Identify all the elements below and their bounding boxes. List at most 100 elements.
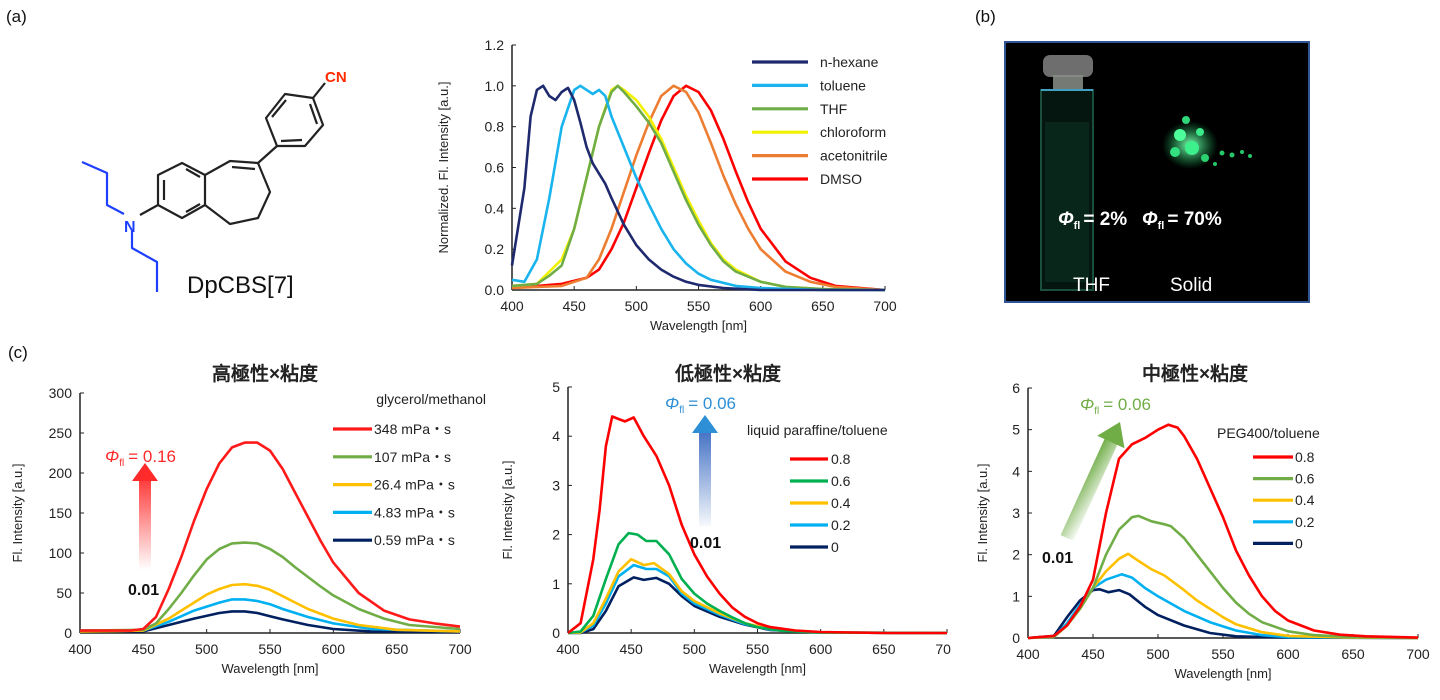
series-line-0-6 [567, 531, 948, 635]
y-tick-label: 6 [1012, 380, 1020, 396]
x-tick-label: 700 [873, 298, 897, 314]
x-tick-label: 550 [746, 641, 770, 657]
y-tick-label: 0.2 [485, 241, 505, 257]
y-axis-label: Fl. Intensity [a.u.] [500, 461, 515, 560]
y-tick-label: 1 [1012, 588, 1020, 604]
thf-label: THF [1073, 275, 1110, 296]
x-tick-label: 450 [132, 641, 156, 657]
series-line-0-59-mpa-s [79, 610, 461, 634]
y-tick-label: 0 [552, 625, 560, 641]
legend-label: 0.4 [831, 495, 851, 511]
series-line-acetonitrile [511, 84, 886, 292]
chart-c3: 400 450 500 550 600 650 700 0 1 2 3 4 5 6 Wavelength [… [975, 362, 1430, 681]
increase-arrow [1060, 421, 1125, 541]
series-line-0 [568, 576, 948, 635]
increase-arrow [692, 415, 718, 526]
x-tick-label: 400 [68, 641, 92, 657]
series-line-348-mpa-s [80, 441, 461, 632]
series-line-0-2 [1027, 573, 1419, 640]
x-tick-label: 650 [385, 641, 409, 657]
legend-label: 0.6 [1295, 471, 1315, 487]
y-tick-label: 0 [64, 625, 72, 641]
y-tick-label: 4 [552, 428, 560, 444]
y-tick-label: 150 [49, 505, 73, 521]
y-axis-label: Normalized. Fl. Intensity [a.u.] [436, 82, 451, 254]
x-tick-label: 500 [625, 298, 649, 314]
legend-label: 107 mPa・s [374, 449, 451, 465]
y-tick-label: 5 [552, 379, 560, 395]
legend-label: acetonitrile [820, 148, 888, 164]
y-tick-label: 0 [1012, 630, 1020, 646]
chart-title: 低極性×粘度 [674, 362, 782, 385]
legend-label: toluene [820, 77, 866, 93]
x-tick-label: 550 [1211, 646, 1235, 662]
x-tick-label: 450 [1081, 646, 1105, 662]
y-tick-label: 300 [49, 385, 73, 401]
y-tick-label: 5 [1012, 422, 1020, 438]
series-line-26-4-mpa-s [79, 582, 461, 633]
legend-label: 0.8 [831, 451, 851, 467]
legend-label: 26.4 mPa・s [374, 477, 455, 493]
series-line-0-8 [567, 415, 947, 635]
chart-title: 中極性×粘度 [1142, 362, 1249, 385]
nitrogen-atom-label: N [124, 219, 136, 236]
x-tick-label: 550 [258, 641, 282, 657]
fluorescence-photo: Φfl = 2% Φfl = 70% THF Solid [1004, 41, 1310, 303]
x-tick-label: 400 [500, 298, 524, 314]
x-tick-label: 500 [1146, 646, 1170, 662]
y-tick-label: 3 [1012, 505, 1020, 521]
x-tick-label: 650 [1341, 646, 1365, 662]
series-line-toluene [511, 84, 885, 292]
y-tick-label: 1.2 [485, 37, 505, 53]
series-line-n-hexane [510, 84, 885, 292]
y-tick-label: 100 [49, 545, 73, 561]
legend: n-hexane toluene THF chloroform acetonitrile… [752, 54, 888, 187]
x-axis-label: Wavelength [nm] [221, 661, 318, 676]
x-tick-label: 600 [1276, 646, 1300, 662]
x-tick-label: 600 [749, 298, 773, 314]
legend-title: glycerol/methanol [376, 391, 486, 407]
series-group [567, 415, 948, 635]
dipropylamino-group [81, 160, 159, 292]
panel-label-b: (b) [975, 7, 996, 26]
y-tick-label: 0.6 [485, 160, 505, 176]
legend-label: 0.4 [1295, 492, 1315, 508]
y-axis-label: Fl. Intensity [a.u.] [10, 464, 25, 563]
solid-label: Solid [1170, 275, 1212, 296]
x-tick-label: 500 [195, 641, 219, 657]
series-line-107-mpa-s [79, 541, 461, 632]
legend-label: DMSO [820, 171, 862, 187]
carbon-skeleton [139, 82, 326, 226]
x-tick-label: 650 [811, 298, 835, 314]
x-tick-label: 600 [809, 641, 833, 657]
legend: liquid paraffine/toluene 0.8 0.6 0.4 0.2 0 [747, 422, 888, 555]
quantum-yield-label: Φfl = 0.06 [1080, 395, 1151, 417]
initial-quantum-yield-label: 0.01 [690, 535, 721, 552]
legend-label: chloroform [820, 124, 886, 140]
solid-quantum-yield: Φfl = 70% [1142, 209, 1222, 232]
y-tick-label: 4 [1012, 463, 1020, 479]
x-tick-label: 450 [562, 298, 586, 314]
initial-quantum-yield-label: 0.01 [128, 582, 159, 599]
y-tick-label: 2 [552, 527, 560, 543]
legend: PEG400/toluene 0.8 0.6 0.4 0.2 0 [1217, 425, 1320, 551]
increase-arrow [132, 463, 158, 570]
quantum-yield-label: Φfl = 0.16 [105, 447, 176, 469]
legend-label: 0 [1295, 535, 1303, 551]
quantum-yield-label: Φfl = 0.06 [665, 394, 736, 416]
legend-label: 0.8 [1295, 449, 1315, 465]
chart-c1: 400 450 500 550 600 650 700 0 50 100 150 200 250 300 W… [10, 362, 486, 676]
y-tick-label: 1 [552, 576, 560, 592]
cuvette-image [1040, 55, 1094, 291]
series-line-0-6 [1027, 514, 1419, 640]
legend-label: 0.2 [1295, 514, 1315, 530]
y-tick-label: 200 [49, 465, 73, 481]
charts: 400 450 500 550 600 650 7000.00.20.40.60.81.01… [10, 37, 1430, 681]
x-axis-label: Wavelength [nm] [1174, 666, 1271, 681]
legend-label: 0.2 [831, 517, 851, 533]
y-tick-label: 2 [1012, 547, 1020, 563]
series-line-thf [511, 84, 886, 292]
y-tick-label: 0.4 [485, 200, 505, 216]
x-tick-label: 400 [556, 641, 580, 657]
